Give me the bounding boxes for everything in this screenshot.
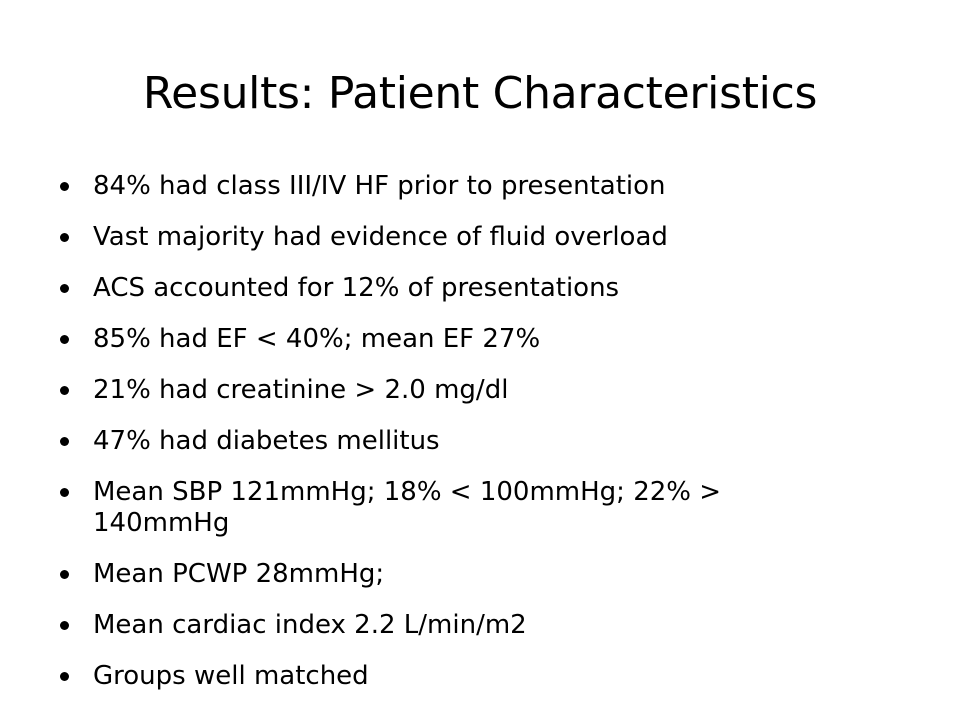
bullet-icon xyxy=(60,386,69,395)
bullet-text: 85% had EF < 40%; mean EF 27% xyxy=(93,324,541,354)
bullet-text: 84% had class III/IV HF prior to present… xyxy=(93,171,666,201)
bullet-icon xyxy=(60,488,69,497)
bullet-text: Mean SBP 121mmHg; 18% < 100mmHg; 22% > 1… xyxy=(93,477,722,538)
bullet-text: Vast majority had evidence of fluid over… xyxy=(93,222,668,252)
bullet-icon xyxy=(60,621,69,630)
bullet-text: ACS accounted for 12% of presentations xyxy=(93,273,620,303)
bullet-item: Mean cardiac index 2.2 L/min/m2 xyxy=(60,610,900,641)
bullet-icon xyxy=(60,437,69,446)
bullet-text: Mean PCWP 28mmHg; xyxy=(93,559,385,589)
bullet-item: 21% had creatinine > 2.0 mg/dl xyxy=(60,375,900,406)
bullet-icon xyxy=(60,284,69,293)
bullet-item: Groups well matched xyxy=(60,661,900,692)
bullet-item: ACS accounted for 12% of presentations xyxy=(60,273,900,304)
bullet-item: Mean PCWP 28mmHg; xyxy=(60,559,900,590)
bullet-text: Groups well matched xyxy=(93,661,369,691)
slide-title: Results: Patient Characteristics xyxy=(142,68,818,119)
bullet-item: 84% had class III/IV HF prior to present… xyxy=(60,171,900,202)
bullet-icon xyxy=(60,570,69,579)
bullet-icon xyxy=(60,335,69,344)
bullet-icon xyxy=(60,672,69,681)
bullet-item: Mean SBP 121mmHg; 18% < 100mmHg; 22% > 1… xyxy=(60,477,900,539)
bullet-item: 85% had EF < 40%; mean EF 27% xyxy=(60,324,900,355)
bullet-item: 47% had diabetes mellitus xyxy=(60,426,900,457)
bullet-icon xyxy=(60,182,69,191)
bullet-item: Vast majority had evidence of fluid over… xyxy=(60,222,900,253)
bullet-list: 84% had class III/IV HF prior to present… xyxy=(60,171,900,712)
bullet-icon xyxy=(60,233,69,242)
bullet-text: Mean cardiac index 2.2 L/min/m2 xyxy=(93,610,527,640)
bullet-text: 47% had diabetes mellitus xyxy=(93,426,440,456)
bullet-text: 21% had creatinine > 2.0 mg/dl xyxy=(93,375,509,405)
